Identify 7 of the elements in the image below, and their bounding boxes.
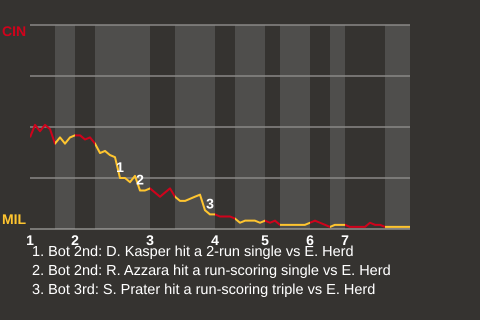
text: CIN bbox=[2, 23, 26, 39]
annotation: 3 bbox=[206, 195, 214, 212]
text: 3. Bot 3rd: S. Prater hit a run-scoring triple vs E. Herd bbox=[32, 281, 376, 300]
x-tick-label: 1 bbox=[26, 232, 34, 248]
annotation: 2 bbox=[136, 171, 144, 188]
text: MIL bbox=[2, 211, 26, 227]
text: 2. Bot 2nd: R. Azzara hit a run-scoring single vs E. Herd bbox=[32, 262, 391, 281]
